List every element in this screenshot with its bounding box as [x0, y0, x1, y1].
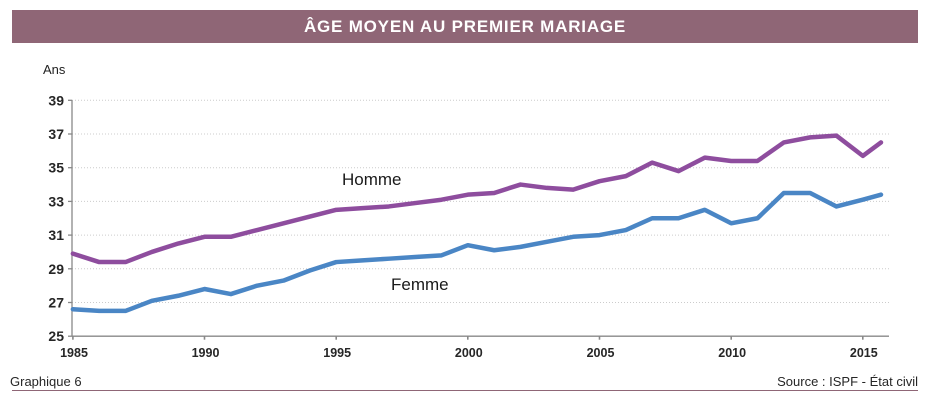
svg-text:2015: 2015	[850, 346, 878, 360]
svg-text:25: 25	[48, 328, 64, 344]
svg-text:29: 29	[48, 261, 64, 277]
svg-text:Homme: Homme	[342, 170, 402, 189]
svg-text:2000: 2000	[455, 346, 483, 360]
svg-text:1985: 1985	[60, 346, 88, 360]
svg-text:Femme: Femme	[391, 275, 449, 294]
svg-text:39: 39	[48, 92, 64, 108]
svg-text:1990: 1990	[192, 346, 220, 360]
svg-text:2005: 2005	[587, 346, 615, 360]
svg-text:33: 33	[48, 193, 64, 209]
svg-text:35: 35	[48, 160, 64, 176]
svg-text:37: 37	[48, 126, 64, 142]
svg-text:2010: 2010	[718, 346, 746, 360]
svg-text:27: 27	[48, 295, 64, 311]
svg-text:31: 31	[48, 227, 64, 243]
svg-text:1995: 1995	[323, 346, 351, 360]
